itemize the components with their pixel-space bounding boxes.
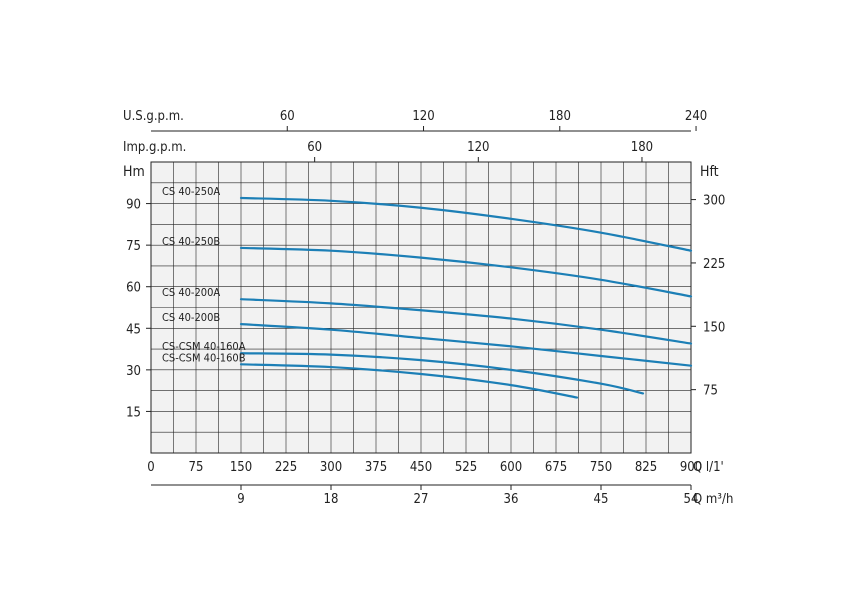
- hm-tick-label: 45: [126, 322, 141, 337]
- hft-tick-label: 300: [703, 194, 725, 209]
- curve-label: CS 40-250A: [162, 185, 220, 198]
- x-tick-label: 300: [320, 460, 342, 475]
- m3h-tick-label: 54: [684, 492, 699, 507]
- x-tick-label: 675: [545, 460, 567, 475]
- imp-gpm-tick-label: 60: [307, 140, 322, 155]
- hm-tick-label: 30: [126, 364, 141, 379]
- imp-gpm-axis-title: Imp.g.p.m.: [123, 140, 186, 155]
- curve-cs-40-200a: [239, 298, 693, 345]
- m3h-tick-label: 36: [504, 492, 519, 507]
- x-tick-label: 150: [230, 460, 252, 475]
- hm-tick-label: 60: [126, 281, 141, 296]
- hft-tick-label: 150: [703, 320, 725, 335]
- curve-label: CS 40-250B: [162, 235, 220, 248]
- m3h-tick-label: 9: [237, 492, 244, 507]
- bottom-primary-axis-title: Q l/1': [693, 460, 724, 475]
- curve-label: CS 40-200A: [162, 286, 220, 299]
- us-gpm-axis-title: U.S.g.p.m.: [123, 109, 184, 124]
- us-gpm-tick-label: 240: [685, 109, 707, 124]
- us-gpm-tick-label: 180: [549, 109, 571, 124]
- curve-label: CS-CSM 40-160A: [162, 340, 246, 353]
- hft-tick-label: 75: [703, 384, 718, 399]
- hm-tick-label: 75: [126, 239, 141, 254]
- hm-tick-label: 90: [126, 198, 141, 213]
- curve-cs-40-200b: [239, 323, 693, 367]
- x-tick-label: 375: [365, 460, 387, 475]
- axis-ticks: 0 75 150 225 300 375 450 525 600 675 750 825 900 9 18 2…: [126, 109, 725, 507]
- x-tick-label: 525: [455, 460, 477, 475]
- m3h-tick-label: 27: [414, 492, 429, 507]
- x-tick-label: 600: [500, 460, 522, 475]
- x-tick-label: 75: [189, 460, 204, 475]
- imp-gpm-tick-label: 120: [467, 140, 489, 155]
- x-tick-label: 450: [410, 460, 432, 475]
- curve-label: CS-CSM 40-160B: [162, 351, 246, 364]
- x-tick-label: 225: [275, 460, 297, 475]
- curve-cs-csm-40-160a: [239, 352, 645, 395]
- x-tick-label: 0: [147, 460, 154, 475]
- us-gpm-tick-label: 120: [412, 109, 434, 124]
- hft-tick-label: 225: [703, 257, 725, 272]
- x-tick-label: 825: [635, 460, 657, 475]
- curves: [239, 196, 693, 399]
- curve-label: CS 40-200B: [162, 311, 220, 324]
- curve-cs-csm-40-160b: [239, 363, 579, 399]
- left-axis-title: Hm: [123, 164, 145, 180]
- imp-gpm-tick-label: 180: [631, 140, 653, 155]
- curve-cs-40-250a: [239, 196, 693, 252]
- bottom-secondary-axis-title: Q m³/h: [693, 492, 733, 507]
- curve-labels: CS 40-250A CS 40-250B CS 40-200A CS 40-200B…: [162, 185, 246, 364]
- us-gpm-tick-label: 60: [280, 109, 295, 124]
- x-tick-label: 750: [590, 460, 612, 475]
- curve-cs-40-250b: [239, 246, 693, 298]
- x-tick-label: 900: [680, 460, 702, 475]
- m3h-tick-label: 18: [324, 492, 339, 507]
- m3h-tick-label: 45: [594, 492, 609, 507]
- right-axis-title: Hft: [700, 164, 719, 180]
- hm-tick-label: 15: [126, 405, 141, 420]
